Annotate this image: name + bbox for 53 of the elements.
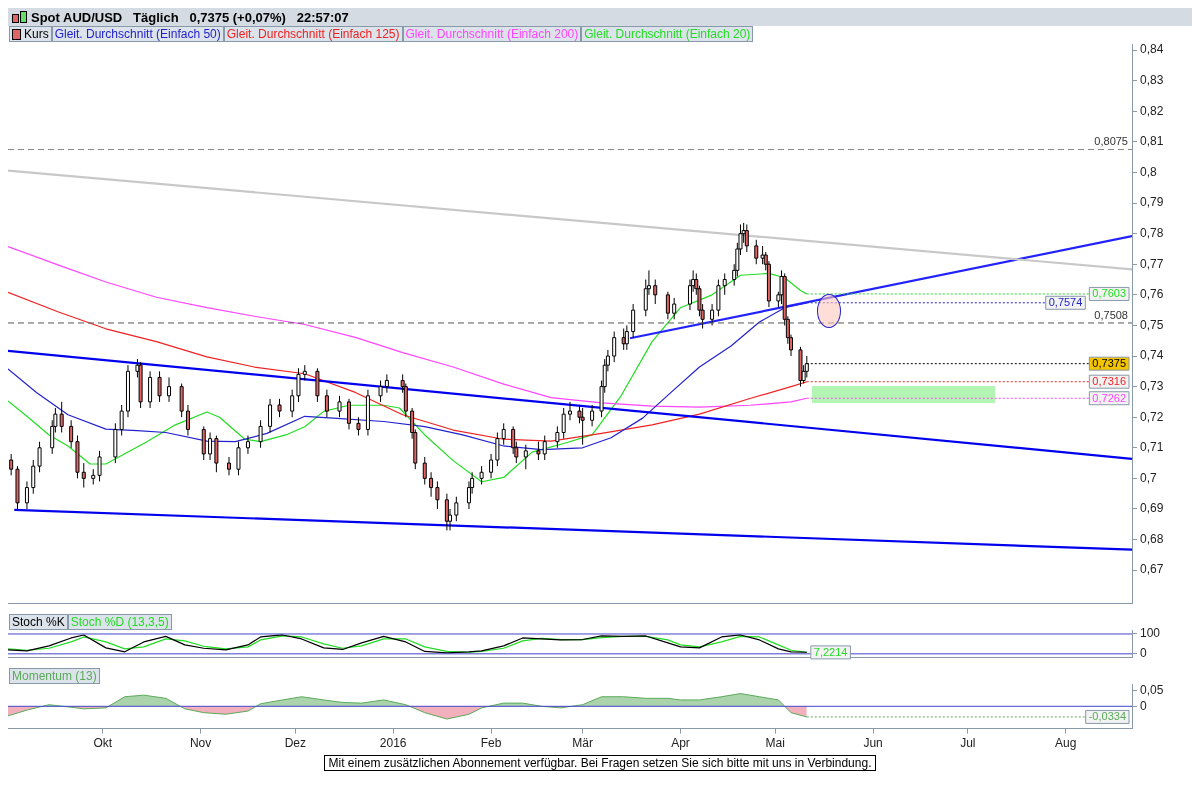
chart-title: Spot AUD/USD Täglich 0,7375 (+0,07%) 22:57:07 — [31, 9, 349, 25]
y-tick-label: 0,72 — [1140, 409, 1164, 424]
y-tick-label: 0,67 — [1140, 562, 1164, 577]
y-tick-label: 0,69 — [1140, 501, 1164, 516]
y-tick-label: 0,79 — [1140, 195, 1164, 210]
y-tick-label: 0,74 — [1140, 348, 1164, 363]
x-tick-label: Feb — [480, 736, 502, 751]
text: Gleit. Durchschnitt (Einfach 50) — [54, 27, 221, 41]
x-tick-label: Jun — [863, 736, 883, 751]
text: Mit einem zusätzlichen Abonnement verfügbar. Bei Fragen setzen Sie sich bitte mit uns in Verbindung. — [323, 755, 877, 771]
y-tick-label: 0,76 — [1140, 287, 1164, 302]
annotation: 0,7316 — [1092, 375, 1127, 388]
annotation: 7,2214 — [813, 645, 848, 658]
annotation: 0,7375 — [1092, 357, 1127, 370]
x-tick-label: 2016 — [379, 736, 407, 751]
annotation: 0,7603 — [1092, 287, 1127, 300]
x-tick-label: Nov — [189, 736, 212, 751]
series-label: Stoch %K — [12, 615, 65, 629]
candlestick — [346, 398, 351, 430]
y-tick-label: 100 — [1140, 626, 1161, 641]
series-label: Momentum (13) — [12, 669, 97, 683]
x-tick-label: Okt — [93, 736, 113, 751]
y-tick-label: 0,82 — [1140, 103, 1164, 118]
y-tick-label: 0,7 — [1140, 470, 1158, 485]
x-tick-label: Aug — [1055, 736, 1077, 751]
y-tick-label: 0 — [1140, 646, 1147, 661]
legend-label: Kurs — [24, 27, 49, 41]
annotation: 0,7262 — [1092, 391, 1127, 404]
text: Gleit. Durchschnitt (Einfach 200) — [405, 27, 579, 41]
y-tick-label: 0,78 — [1140, 225, 1164, 240]
annotation: -0,0334 — [1088, 710, 1126, 723]
series-label: Stoch %D (13,3,5) — [70, 615, 169, 629]
y-tick-label: 0,77 — [1140, 256, 1164, 271]
y-tick-label: 0,81 — [1140, 134, 1164, 149]
x-tick-label: Apr — [671, 736, 690, 751]
text: Gleit. Durchschnitt (Einfach 125) — [226, 27, 400, 41]
x-tick-label: Mai — [765, 736, 785, 751]
y-tick-label: 0,83 — [1140, 73, 1164, 88]
y-tick-label: 0,84 — [1140, 42, 1164, 57]
y-tick-label: 0,73 — [1140, 378, 1164, 393]
x-tick-label: Dez — [284, 736, 306, 751]
x-tick-label: Jul — [960, 736, 976, 751]
ref-line-label: 0,7508 — [1094, 308, 1128, 321]
text: Gleit. Durchschnitt (Einfach 20) — [584, 27, 751, 41]
x-tick-label: Mär — [572, 736, 593, 751]
y-tick-label: 0,8 — [1140, 164, 1158, 179]
y-tick-label: 0 — [1140, 698, 1147, 713]
ref-line-label: 0,8075 — [1094, 135, 1128, 148]
y-tick-label: 0,75 — [1140, 317, 1164, 332]
annotation: 0,7574 — [1048, 296, 1083, 309]
y-tick-label: 0,71 — [1140, 440, 1164, 455]
y-tick-label: 0,68 — [1140, 531, 1164, 546]
y-tick-label: 0,05 — [1140, 682, 1164, 697]
